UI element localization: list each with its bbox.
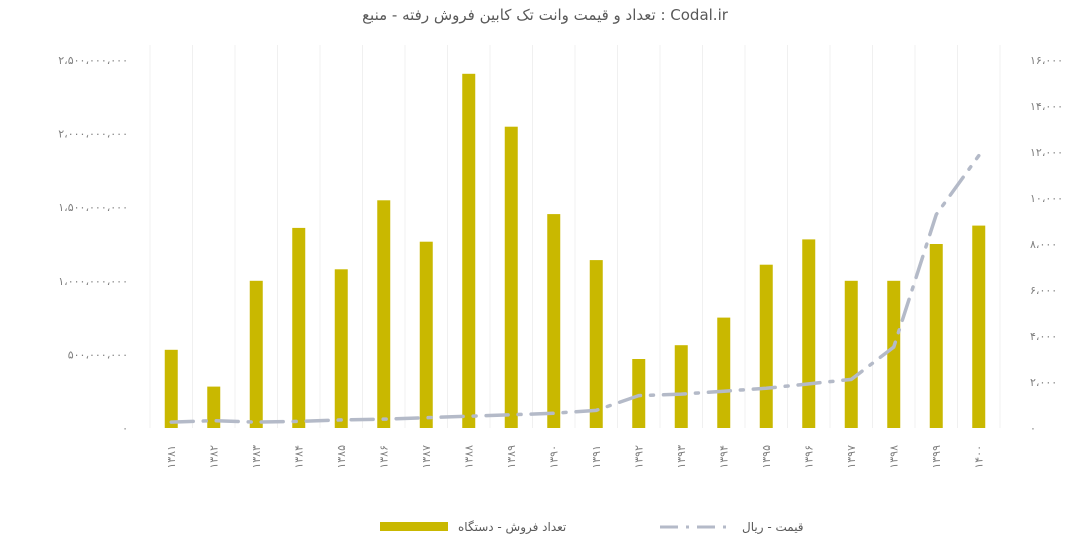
- right-axis: ۰ ۲،۰۰۰ ۴،۰۰۰ ۶،۰۰۰ ۸،۰۰۰ ۱۰،۰۰۰ ۱۲،۰۰۰ ۱۴،۰۰۰ ۱…: [1030, 54, 1063, 435]
- chart-grid: [149, 45, 1001, 428]
- bar: [844, 280, 858, 428]
- bar: [249, 280, 263, 428]
- x-tick-label: ۱۳۹۲: [633, 445, 646, 469]
- bar: [802, 239, 816, 428]
- x-tick-label: ۱۳۸۶: [378, 445, 391, 469]
- legend-line-label: قیمت - ریال: [742, 520, 804, 535]
- bar: [674, 345, 688, 428]
- x-tick-label: ۱۳۹۸: [888, 445, 901, 469]
- bar: [717, 317, 731, 428]
- right-tick-label: ۱۴،۰۰۰: [1030, 100, 1063, 113]
- left-tick-label: ۱،۰۰۰،۰۰۰،۰۰۰: [58, 275, 128, 288]
- x-tick-label: ۱۳۹۶: [803, 445, 816, 469]
- x-tick-label: ۱۳۸۴: [293, 445, 306, 469]
- bar: [887, 280, 901, 428]
- bar-series: [164, 73, 986, 429]
- left-tick-label: ۲،۵۰۰،۰۰۰،۰۰۰: [58, 54, 128, 67]
- legend: تعداد فروش - دستگاه قیمت - ریال: [380, 520, 804, 535]
- x-tick-label: ۱۳۸۹: [505, 445, 518, 469]
- bar: [292, 227, 306, 428]
- x-tick-label: ۱۳۸۷: [420, 445, 433, 469]
- x-tick-label: ۱۳۹۴: [718, 445, 731, 469]
- x-tick-label: ۱۴۰۰: [973, 445, 986, 469]
- x-tick-label: ۱۳۹۵: [760, 445, 773, 469]
- x-tick-label: ۱۳۹۷: [845, 445, 858, 469]
- price-line: [169, 153, 981, 424]
- x-tick-label: ۱۳۸۲: [208, 445, 221, 469]
- x-tick-label: ۱۳۹۱: [590, 445, 603, 469]
- legend-bar-swatch: [380, 522, 448, 531]
- bar: [207, 386, 221, 428]
- bar: [632, 359, 646, 428]
- bar: [929, 244, 943, 428]
- right-tick-label: ۸،۰۰۰: [1030, 238, 1057, 251]
- chart-title: تعداد و قیمت وانت تک کابین فروش رفته - م…: [362, 6, 729, 24]
- left-tick-label: ۰: [122, 422, 128, 435]
- x-axis: ۱۳۸۱ ۱۳۸۲ ۱۳۸۳ ۱۳۸۴ ۱۳۸۵ ۱۳۸۶ ۱۳۸۷ ۱۳۸۸ ۱۳۸۹ ۱۳۹۰…: [165, 445, 986, 469]
- right-tick-label: ۴،۰۰۰: [1030, 330, 1057, 343]
- right-tick-label: ۰: [1030, 422, 1036, 435]
- bar: [547, 214, 561, 428]
- bar: [462, 73, 476, 429]
- x-tick-label: ۱۳۸۵: [335, 445, 348, 469]
- x-tick-label: ۱۳۹۳: [675, 445, 688, 469]
- right-tick-label: ۶،۰۰۰: [1030, 284, 1057, 297]
- x-tick-label: ۱۳۸۳: [250, 445, 263, 469]
- x-tick-label: ۱۳۹۰: [548, 445, 561, 469]
- bar: [589, 260, 603, 428]
- x-tick-label: ۱۳۸۸: [463, 445, 476, 469]
- right-tick-label: ۲،۰۰۰: [1030, 376, 1057, 389]
- right-tick-label: ۱۲،۰۰۰: [1030, 146, 1063, 159]
- left-tick-label: ۵۰۰،۰۰۰،۰۰۰: [68, 348, 128, 361]
- left-tick-label: ۲،۰۰۰،۰۰۰،۰۰۰: [58, 128, 128, 141]
- left-axis: ۰ ۵۰۰،۰۰۰،۰۰۰ ۱،۰۰۰،۰۰۰،۰۰۰ ۱،۵۰۰،۰۰۰،۰۰۰ ۲،…: [58, 54, 128, 435]
- legend-bar-label: تعداد فروش - دستگاه: [458, 520, 566, 535]
- bar: [164, 349, 178, 428]
- bar: [419, 241, 433, 428]
- x-tick-label: ۱۳۹۹: [930, 445, 943, 469]
- left-tick-label: ۱،۵۰۰،۰۰۰،۰۰۰: [58, 201, 128, 214]
- x-tick-label: ۱۳۸۱: [165, 445, 178, 469]
- right-tick-label: ۱۰،۰۰۰: [1030, 192, 1063, 205]
- bar: [334, 269, 348, 428]
- bar: [377, 200, 391, 428]
- line-series: [169, 153, 981, 424]
- bar: [759, 264, 773, 428]
- bar: [972, 225, 986, 428]
- bar: [504, 126, 518, 428]
- right-tick-label: ۱۶،۰۰۰: [1030, 54, 1063, 67]
